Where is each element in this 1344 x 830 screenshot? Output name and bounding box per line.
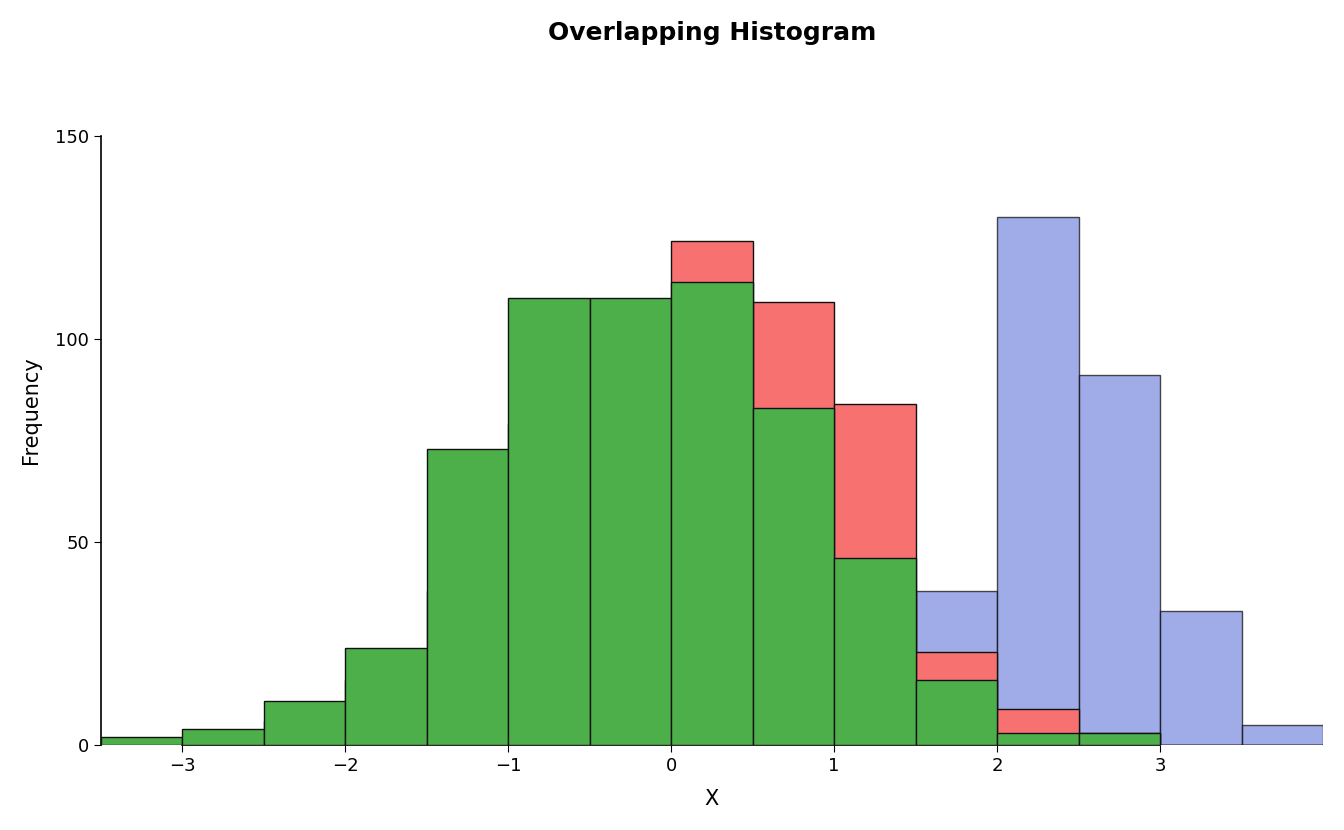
Y-axis label: Frequency: Frequency xyxy=(22,356,40,464)
Bar xyxy=(1079,733,1160,745)
Bar xyxy=(835,404,915,745)
Bar xyxy=(426,449,508,745)
Bar xyxy=(263,701,345,745)
Bar xyxy=(183,730,263,745)
Bar xyxy=(426,591,508,745)
Bar xyxy=(1079,733,1160,745)
Bar xyxy=(1242,725,1322,745)
Bar xyxy=(1160,611,1242,745)
Bar xyxy=(915,591,997,745)
Bar xyxy=(753,408,835,745)
Bar xyxy=(101,737,183,745)
Bar xyxy=(835,559,915,745)
Bar xyxy=(508,298,590,745)
Bar xyxy=(997,709,1079,745)
Bar xyxy=(263,721,345,745)
Bar xyxy=(345,648,426,745)
Bar xyxy=(915,652,997,745)
Bar xyxy=(753,302,835,745)
Bar xyxy=(997,217,1079,745)
X-axis label: X: X xyxy=(704,789,719,809)
Bar xyxy=(915,681,997,745)
Bar xyxy=(671,282,753,745)
Bar xyxy=(345,681,426,745)
Bar xyxy=(1079,375,1160,745)
Bar xyxy=(590,298,671,745)
Bar xyxy=(508,424,590,745)
Bar xyxy=(997,733,1079,745)
Bar xyxy=(671,242,753,745)
Bar xyxy=(590,302,671,745)
Title: Overlapping Histogram: Overlapping Histogram xyxy=(548,21,876,45)
Bar xyxy=(835,733,915,745)
